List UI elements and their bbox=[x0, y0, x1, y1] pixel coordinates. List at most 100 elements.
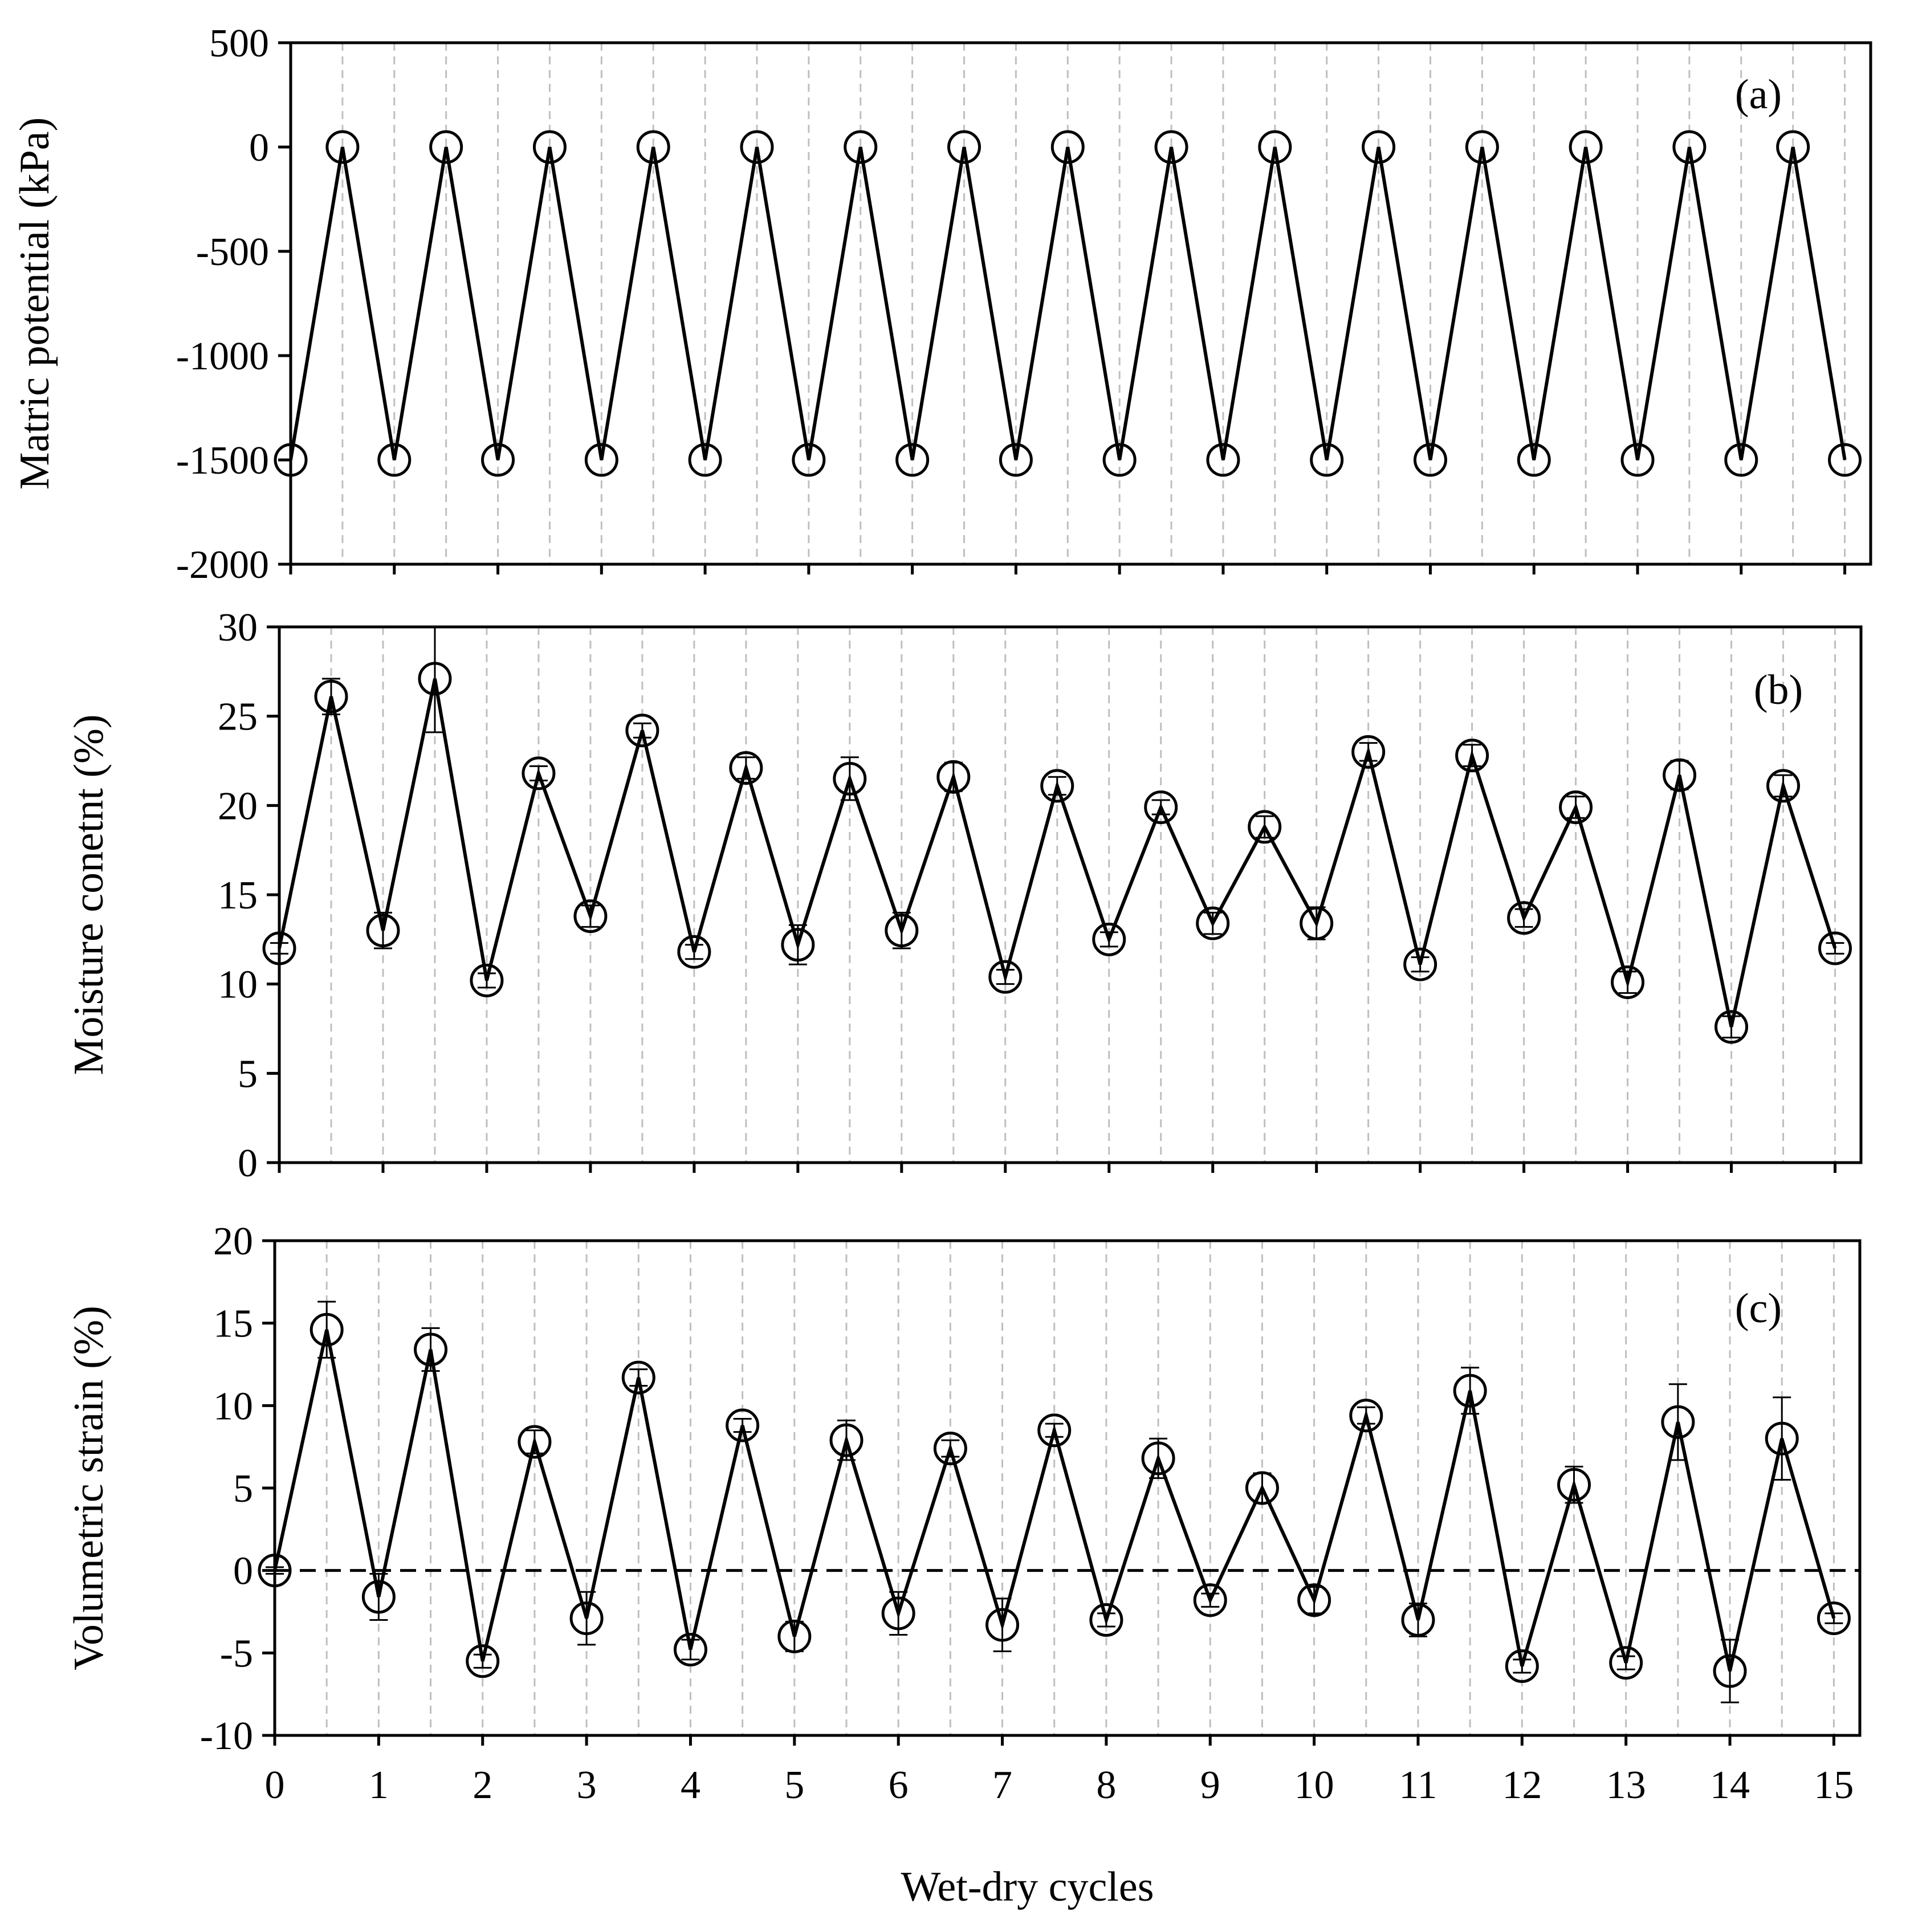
data-point bbox=[1297, 1583, 1331, 1617]
data-point bbox=[677, 935, 711, 969]
y-tick-label: 25 bbox=[218, 695, 258, 739]
x-tick-label: 0 bbox=[265, 1763, 285, 1807]
data-point bbox=[1776, 130, 1810, 164]
data-point bbox=[1557, 1468, 1591, 1502]
data-point bbox=[792, 443, 826, 477]
data-point bbox=[1714, 1010, 1749, 1044]
data-point bbox=[366, 914, 400, 948]
data-point bbox=[844, 130, 878, 164]
data-point bbox=[584, 443, 618, 477]
x-tick-label: 7 bbox=[992, 1763, 1012, 1807]
panel-c-volumetric-strain: 20 15 10 5 0 -5 -10 Volumetric strain (%) (c) bbox=[66, 1220, 1862, 1758]
data-point bbox=[481, 443, 515, 477]
x-tick-label: 2 bbox=[473, 1763, 492, 1807]
data-point bbox=[414, 1332, 448, 1367]
panel-label: (b) bbox=[1754, 667, 1803, 714]
y-tick-label: 500 bbox=[209, 22, 269, 66]
x-tick-label: 11 bbox=[1399, 1763, 1437, 1807]
x-tick-label: 3 bbox=[577, 1763, 597, 1807]
data-point bbox=[1413, 443, 1447, 477]
data-point bbox=[1351, 735, 1386, 769]
data-point bbox=[325, 130, 360, 164]
data-point bbox=[1144, 790, 1178, 824]
x-tick-label: 8 bbox=[1096, 1763, 1116, 1807]
data-point bbox=[1092, 922, 1126, 956]
data-point bbox=[1611, 965, 1645, 1000]
data-point bbox=[1258, 130, 1292, 164]
data-point bbox=[726, 1408, 760, 1442]
y-tick-label: 0 bbox=[233, 1550, 253, 1593]
y-tick-label: 5 bbox=[238, 1052, 258, 1096]
data-point bbox=[933, 1432, 967, 1466]
x-tick-label: 6 bbox=[889, 1763, 909, 1807]
data-point bbox=[1663, 758, 1697, 792]
x-tick-label: 15 bbox=[1814, 1763, 1854, 1807]
data-point bbox=[673, 1633, 707, 1667]
data-point bbox=[1248, 810, 1282, 844]
series-line bbox=[289, 146, 1847, 460]
data-point bbox=[532, 130, 567, 164]
data-point bbox=[740, 130, 774, 164]
data-point bbox=[1507, 901, 1541, 935]
data-point bbox=[1569, 130, 1603, 164]
data-point bbox=[1672, 130, 1707, 164]
data-point bbox=[947, 130, 982, 164]
y-axis-title: Matric potential (kPa) bbox=[11, 117, 58, 490]
x-axis-title: Wet-dry cycles bbox=[901, 1864, 1154, 1910]
data-point bbox=[1724, 443, 1758, 477]
panel-label: (c) bbox=[1735, 1285, 1782, 1332]
data-point bbox=[470, 963, 504, 997]
data-point bbox=[688, 443, 722, 477]
data-point bbox=[1206, 443, 1240, 477]
data-point bbox=[573, 899, 608, 934]
data-point bbox=[361, 1580, 396, 1614]
y-tick-label: -500 bbox=[196, 230, 269, 274]
data-point bbox=[1089, 1603, 1123, 1637]
x-tick-label: 12 bbox=[1502, 1763, 1542, 1807]
x-tick-label: 10 bbox=[1294, 1763, 1334, 1807]
data-point bbox=[1154, 130, 1188, 164]
data-point bbox=[1300, 906, 1334, 940]
data-point bbox=[1245, 1471, 1279, 1505]
data-point bbox=[1559, 790, 1593, 824]
x-tick-label: 4 bbox=[681, 1763, 701, 1807]
data-point bbox=[1465, 130, 1499, 164]
data-point bbox=[1817, 1601, 1851, 1636]
plot-frame bbox=[289, 41, 1872, 566]
data-point bbox=[885, 914, 919, 948]
data-point bbox=[1609, 1646, 1643, 1680]
data-point bbox=[1455, 739, 1489, 773]
y-tick-label: 5 bbox=[233, 1467, 253, 1511]
y-tick-label: 20 bbox=[218, 784, 258, 828]
data-point bbox=[569, 1601, 604, 1636]
y-tick-label: -1000 bbox=[176, 335, 269, 378]
data-point bbox=[1037, 1413, 1072, 1448]
data-point bbox=[1620, 443, 1655, 477]
y-tick-label: 0 bbox=[238, 1142, 258, 1185]
x-tick-label: 13 bbox=[1606, 1763, 1646, 1807]
data-point bbox=[833, 761, 867, 796]
data-point bbox=[1196, 906, 1230, 940]
data-point bbox=[829, 1423, 864, 1457]
y-tick-label: -1500 bbox=[176, 439, 269, 483]
data-point bbox=[1765, 1421, 1799, 1456]
data-point bbox=[1818, 931, 1852, 965]
panel-b-moisture-content: 30 25 20 15 10 5 0 Moisture conetnt (%) (b) bbox=[66, 606, 1863, 1185]
y-tick-label: -10 bbox=[200, 1714, 253, 1758]
data-point bbox=[418, 662, 452, 696]
data-point bbox=[1349, 1399, 1383, 1433]
panel-label: (a) bbox=[1735, 71, 1782, 118]
data-point bbox=[1505, 1649, 1539, 1683]
y-tick-label: 10 bbox=[213, 1384, 253, 1428]
data-point bbox=[274, 443, 308, 477]
data-point bbox=[621, 1360, 655, 1395]
data-point bbox=[1050, 130, 1085, 164]
data-point bbox=[936, 760, 971, 794]
data-point bbox=[1310, 443, 1344, 477]
data-point bbox=[1517, 443, 1551, 477]
data-point bbox=[985, 1608, 1020, 1642]
y-tick-label: 20 bbox=[213, 1220, 253, 1263]
y-tick-label: 0 bbox=[249, 126, 269, 170]
